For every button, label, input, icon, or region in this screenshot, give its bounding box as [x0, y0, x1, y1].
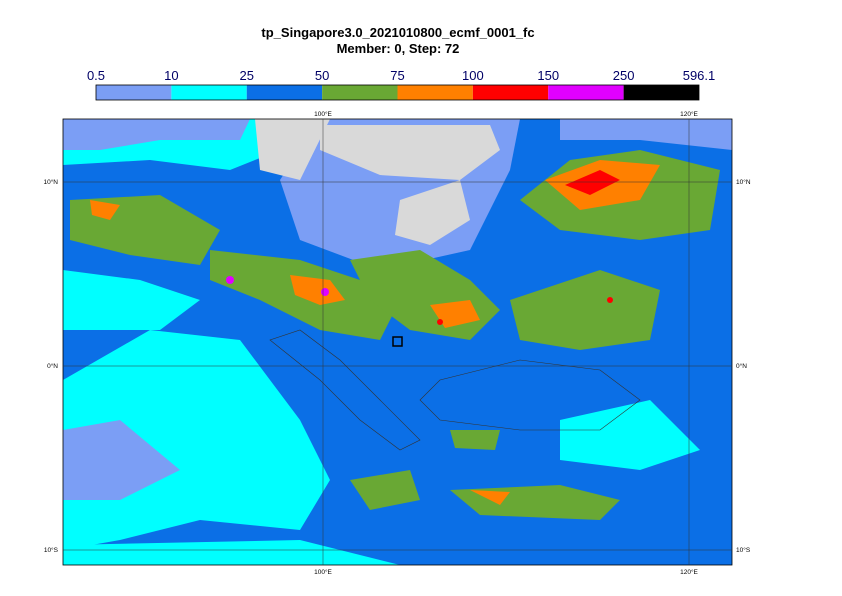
legend-label: 100: [462, 68, 484, 83]
legend-label: 50: [315, 68, 329, 83]
graticule: 100°E 100°E 120°E 120°E 10°N 10°N 0°N 0°N 10°S 10…: [43, 110, 750, 576]
legend-label: 596.1: [683, 68, 716, 83]
legend-label: 25: [240, 68, 254, 83]
lat-label: 10°S: [44, 546, 59, 554]
lat-label: 0°N: [47, 362, 58, 370]
legend-frame: [95, 84, 700, 101]
legend-label: 150: [537, 68, 559, 83]
lon-label: 100°E: [314, 110, 332, 118]
title: tp_Singapore3.0_2021010800_ecmf_0001_fc: [261, 25, 534, 40]
lon-label: 120°E: [680, 110, 698, 118]
legend-label: 10: [164, 68, 178, 83]
legend-label: 75: [390, 68, 404, 83]
lat-label: 0°N: [736, 362, 747, 370]
legend-swatch: [548, 85, 624, 100]
legend-swatch: [472, 85, 549, 100]
subtitle: Member: 0, Step: 72: [337, 41, 460, 56]
lat-label: 10°N: [736, 178, 751, 186]
map-frame: [62, 118, 733, 566]
legend-label: 0.5: [87, 68, 105, 83]
legend-swatch: [171, 85, 247, 100]
legend-swatch: [246, 85, 323, 100]
lat-label: 10°S: [736, 546, 751, 554]
map: [63, 119, 732, 565]
lon-label: 100°E: [314, 568, 332, 576]
legend-swatch: [322, 85, 398, 100]
lon-label: 120°E: [680, 568, 698, 576]
legend-swatch: [96, 85, 172, 100]
legend-swatch: [623, 85, 699, 100]
legend-swatch: [397, 85, 473, 100]
lat-label: 10°N: [43, 178, 58, 186]
legend-label: 250: [613, 68, 635, 83]
legend: 0.5 10 25 50 75 100 150 250 596.1: [87, 68, 716, 101]
